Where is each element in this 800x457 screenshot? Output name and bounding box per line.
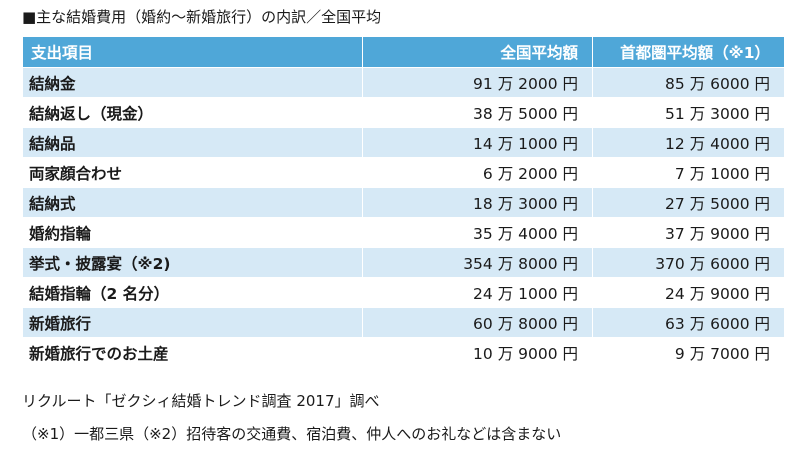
wedding-cost-table: 支出項目 全国平均額 首都圏平均額（※1） 結納金 91 万 2000 円 85… [22,36,785,368]
row-metro: 12 万 4000 円 [592,127,785,158]
header-national-average: 全国平均額 [362,36,593,68]
row-metro: 24 万 9000 円 [592,277,785,308]
source-note: リクルート「ゼクシィ結婚トレンド調査 2017」調べ [22,392,380,410]
table-row: 両家顔合わせ 6 万 2000 円 7 万 1000 円 [22,157,785,188]
row-item: 新婚旅行でのお土産 [22,337,363,368]
row-metro: 370 万 6000 円 [592,247,785,278]
table-caption: ■主な結婚費用（婚約～新婚旅行）の内訳／全国平均 [22,8,382,26]
table-row: 結納式 18 万 3000 円 27 万 5000 円 [22,187,785,218]
table-row: 結納金 91 万 2000 円 85 万 6000 円 [22,67,785,98]
row-metro: 63 万 6000 円 [592,307,785,338]
row-item: 結納金 [22,67,363,98]
row-metro: 37 万 9000 円 [592,217,785,248]
row-metro: 9 万 7000 円 [592,337,785,368]
table-row: 結婚指輪（2 名分） 24 万 1000 円 24 万 9000 円 [22,277,785,308]
table-row: 新婚旅行 60 万 8000 円 63 万 6000 円 [22,307,785,338]
header-item: 支出項目 [22,36,363,68]
row-metro: 51 万 3000 円 [592,97,785,128]
table-row: 挙式・披露宴（※2) 354 万 8000 円 370 万 6000 円 [22,247,785,278]
row-item: 結納品 [22,127,363,158]
header-metro-average: 首都圏平均額（※1） [592,36,785,68]
table-row: 結納品 14 万 1000 円 12 万 4000 円 [22,127,785,158]
table-header-row: 支出項目 全国平均額 首都圏平均額（※1） [22,36,785,68]
row-national: 24 万 1000 円 [362,277,593,308]
row-national: 14 万 1000 円 [362,127,593,158]
row-item: 新婚旅行 [22,307,363,338]
footnote: （※1）一都三県（※2）招待客の交通費、宿泊費、仲人へのお礼などは含まない [22,425,562,443]
table-row: 結納返し（現金） 38 万 5000 円 51 万 3000 円 [22,97,785,128]
row-metro: 85 万 6000 円 [592,67,785,98]
row-national: 10 万 9000 円 [362,337,593,368]
row-national: 38 万 5000 円 [362,97,593,128]
row-national: 91 万 2000 円 [362,67,593,98]
row-item: 挙式・披露宴（※2) [22,247,363,278]
row-metro: 7 万 1000 円 [592,157,785,188]
row-item: 結納返し（現金） [22,97,363,128]
row-national: 6 万 2000 円 [362,157,593,188]
row-national: 60 万 8000 円 [362,307,593,338]
row-national: 18 万 3000 円 [362,187,593,218]
table-row: 新婚旅行でのお土産 10 万 9000 円 9 万 7000 円 [22,337,785,368]
row-item: 結婚指輪（2 名分） [22,277,363,308]
table-row: 婚約指輪 35 万 4000 円 37 万 9000 円 [22,217,785,248]
row-item: 結納式 [22,187,363,218]
row-item: 婚約指輪 [22,217,363,248]
row-national: 354 万 8000 円 [362,247,593,278]
row-item: 両家顔合わせ [22,157,363,188]
row-national: 35 万 4000 円 [362,217,593,248]
row-metro: 27 万 5000 円 [592,187,785,218]
